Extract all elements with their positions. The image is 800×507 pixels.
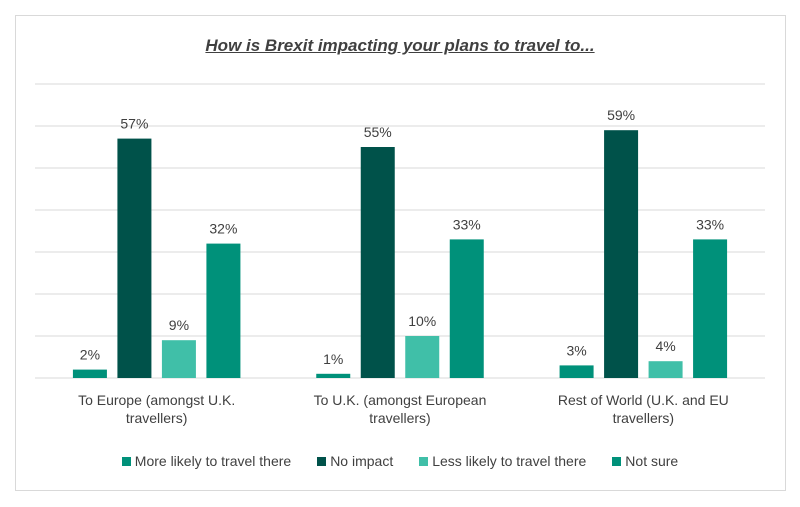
bar [161,340,196,378]
legend-swatch [612,456,622,466]
bar [559,365,594,378]
legend-swatch [317,456,327,466]
bar [117,138,152,378]
chart-title: How is Brexit impacting your plans to tr… [205,36,595,55]
legend: More likely to travel there No impact Less… [0,453,800,469]
legend-item: More likely to travel there [121,453,292,469]
legend-label: No impact [330,453,394,469]
legend-swatch [121,456,131,466]
bar [360,147,395,378]
category-label: travellers) [369,410,430,426]
legend-item: Not sure [612,453,678,469]
data-label: 55% [364,124,392,140]
legend-label: Not sure [625,453,679,469]
bar [316,373,351,378]
category-label: travellers) [126,410,187,426]
data-label: 2% [80,347,100,363]
category-label: Rest of World (U.K. and EU [558,392,729,408]
bar [693,239,728,378]
data-label: 33% [453,216,481,232]
data-label: 57% [120,116,148,132]
data-label: 59% [607,107,635,123]
legend-item: Less likely to travel there [419,453,586,469]
legend-label: Less likely to travel there [432,453,587,469]
data-label: 10% [408,313,436,329]
legend-item: No impact [317,453,393,469]
bar [449,239,484,378]
data-label: 3% [566,342,586,358]
data-label: 32% [209,221,237,237]
data-label: 1% [323,351,343,367]
category-label: travellers) [613,410,674,426]
bar [72,369,107,378]
legend-swatch [419,456,429,466]
bar [604,130,639,378]
data-label: 33% [696,216,724,232]
category-label: To Europe (amongst U.K. [78,392,235,408]
bar [648,361,683,378]
legend-label: More likely to travel there [134,453,292,469]
bar [405,336,440,378]
data-label: 4% [655,338,675,354]
category-label: To U.K. (amongst European [314,392,487,408]
bar [206,243,241,378]
data-label: 9% [169,317,189,333]
